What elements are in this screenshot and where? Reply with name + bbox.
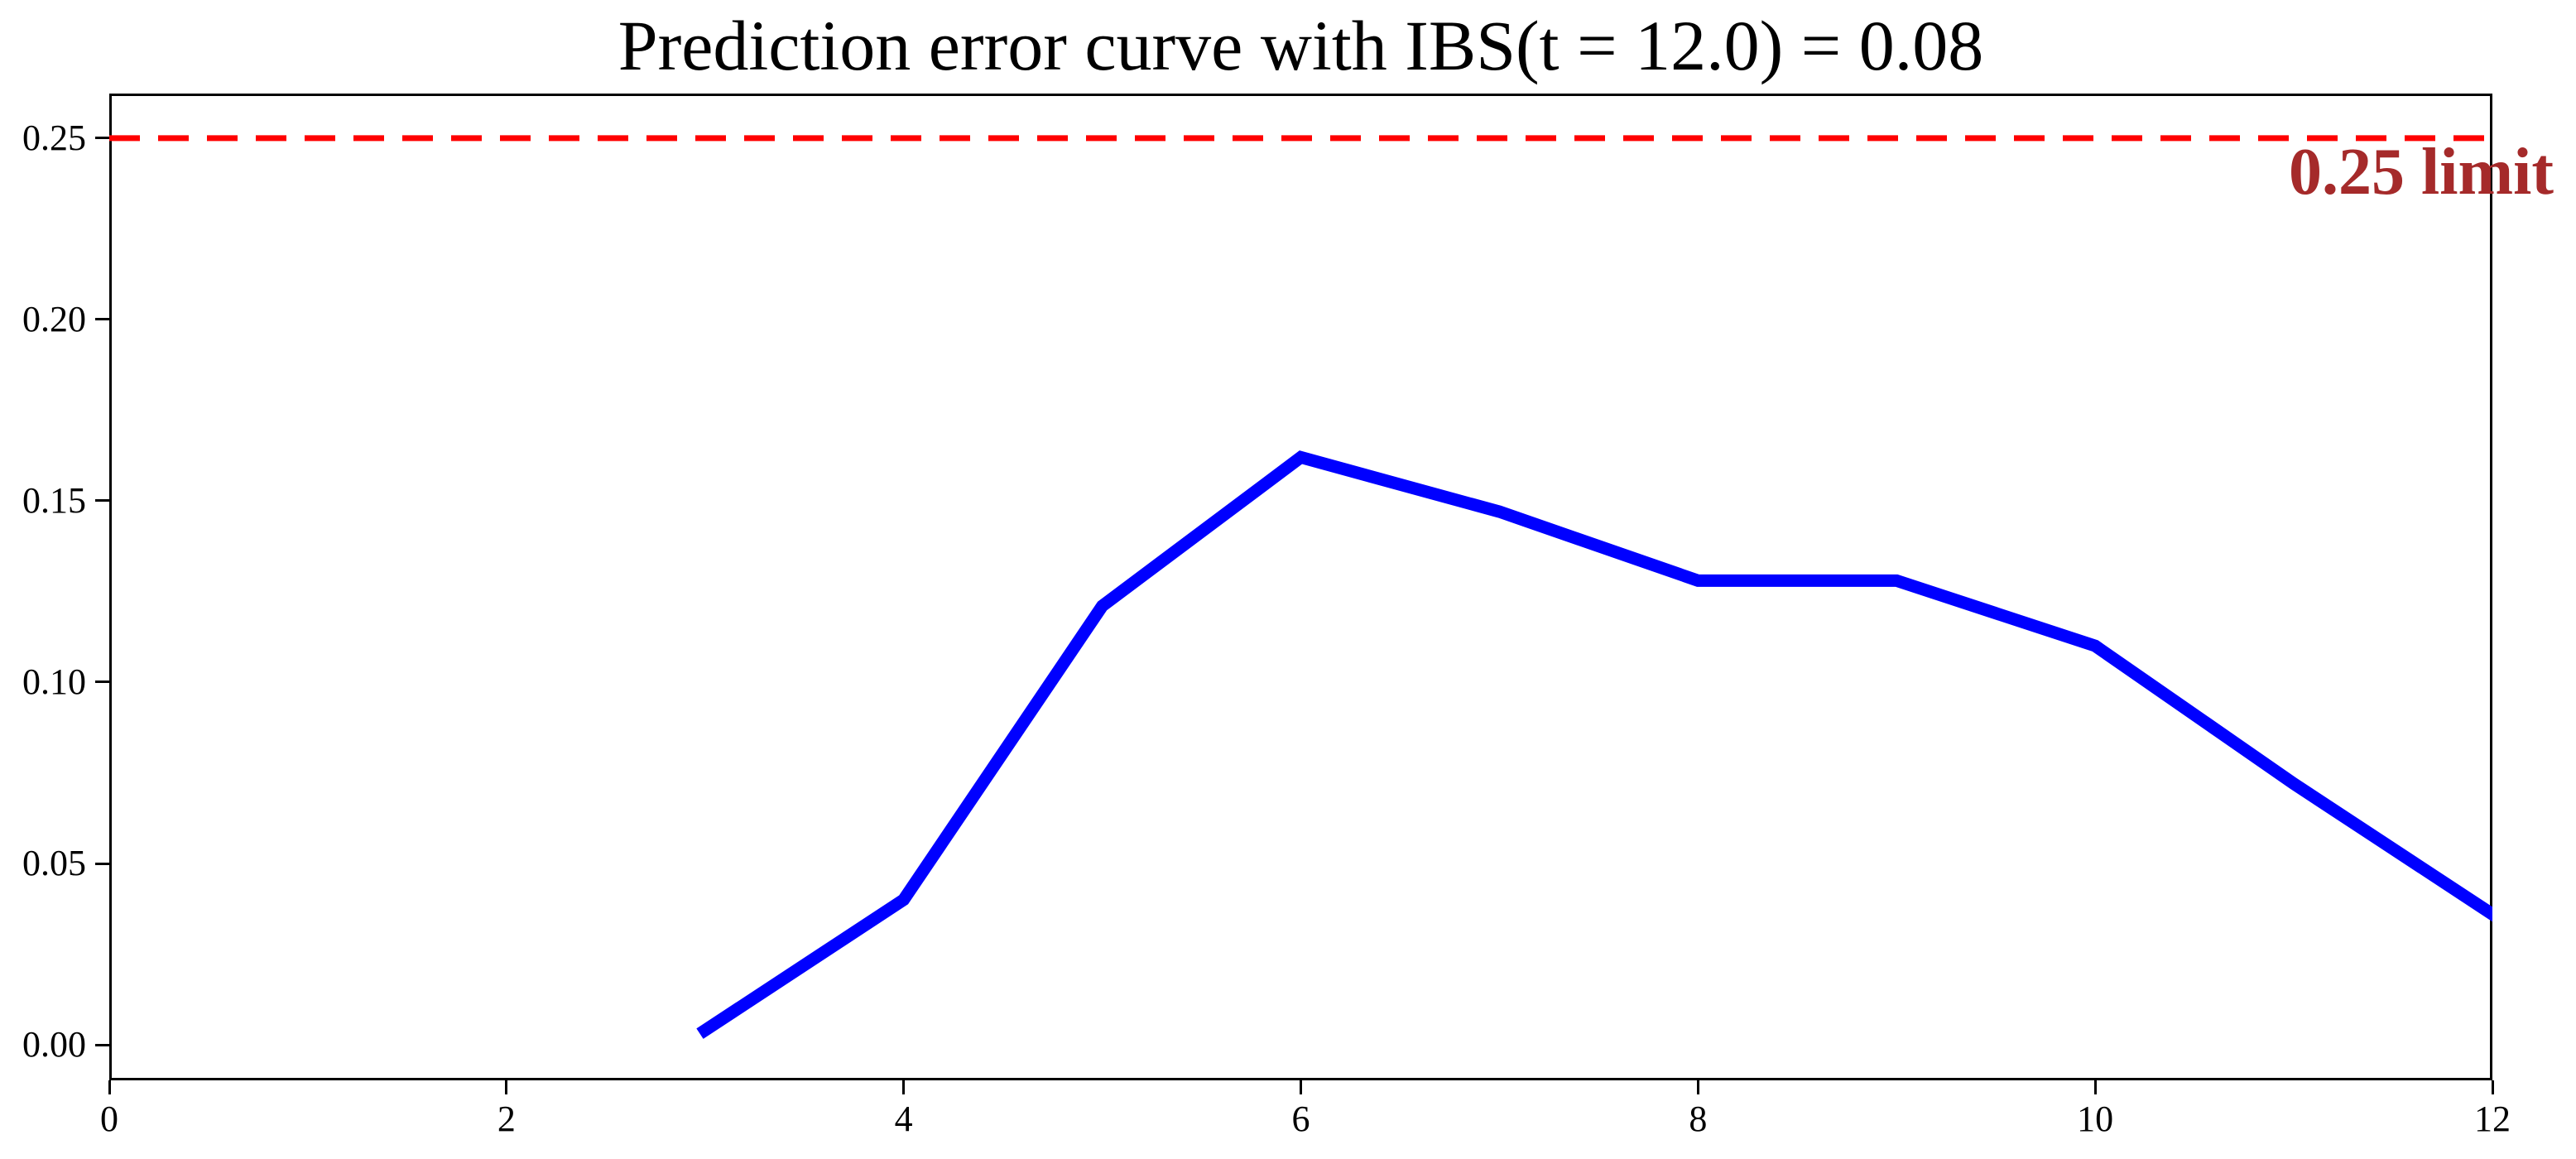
plot-area <box>109 94 2492 1080</box>
y-tick <box>95 1043 109 1046</box>
y-tick-label: 0.25 <box>22 117 86 158</box>
x-tick <box>1300 1080 1302 1094</box>
x-tick-label: 6 <box>1291 1099 1310 1139</box>
y-tick-label: 0.15 <box>22 479 86 521</box>
x-tick-label: 4 <box>894 1099 913 1139</box>
y-tick <box>95 499 109 503</box>
x-tick <box>2093 1080 2097 1094</box>
y-tick <box>95 680 109 684</box>
x-tick <box>1696 1080 1699 1094</box>
plot-canvas <box>109 135 2492 1039</box>
x-tick-label: 10 <box>2077 1099 2114 1139</box>
y-tick <box>95 318 109 321</box>
x-tick <box>108 1080 111 1094</box>
y-tick-label: 0.20 <box>22 298 86 339</box>
x-tick-label: 8 <box>1689 1099 1708 1139</box>
limit-label: 0.25 limit <box>2289 136 2554 209</box>
x-tick <box>505 1080 508 1094</box>
x-tick <box>902 1080 906 1094</box>
chart-title: Prediction error curve with IBS(t = 12.0… <box>618 6 1984 85</box>
x-tick-label: 0 <box>100 1099 118 1139</box>
y-tick-label: 0.10 <box>22 661 86 702</box>
x-tick <box>2491 1080 2494 1094</box>
x-tick-label: 12 <box>2474 1099 2511 1139</box>
y-tick <box>95 137 109 140</box>
y-tick-label: 0.00 <box>22 1024 86 1065</box>
x-tick-label: 2 <box>497 1099 516 1139</box>
prediction-error-curve <box>696 450 2492 1039</box>
y-tick-label: 0.05 <box>22 843 86 884</box>
y-tick <box>95 862 109 865</box>
